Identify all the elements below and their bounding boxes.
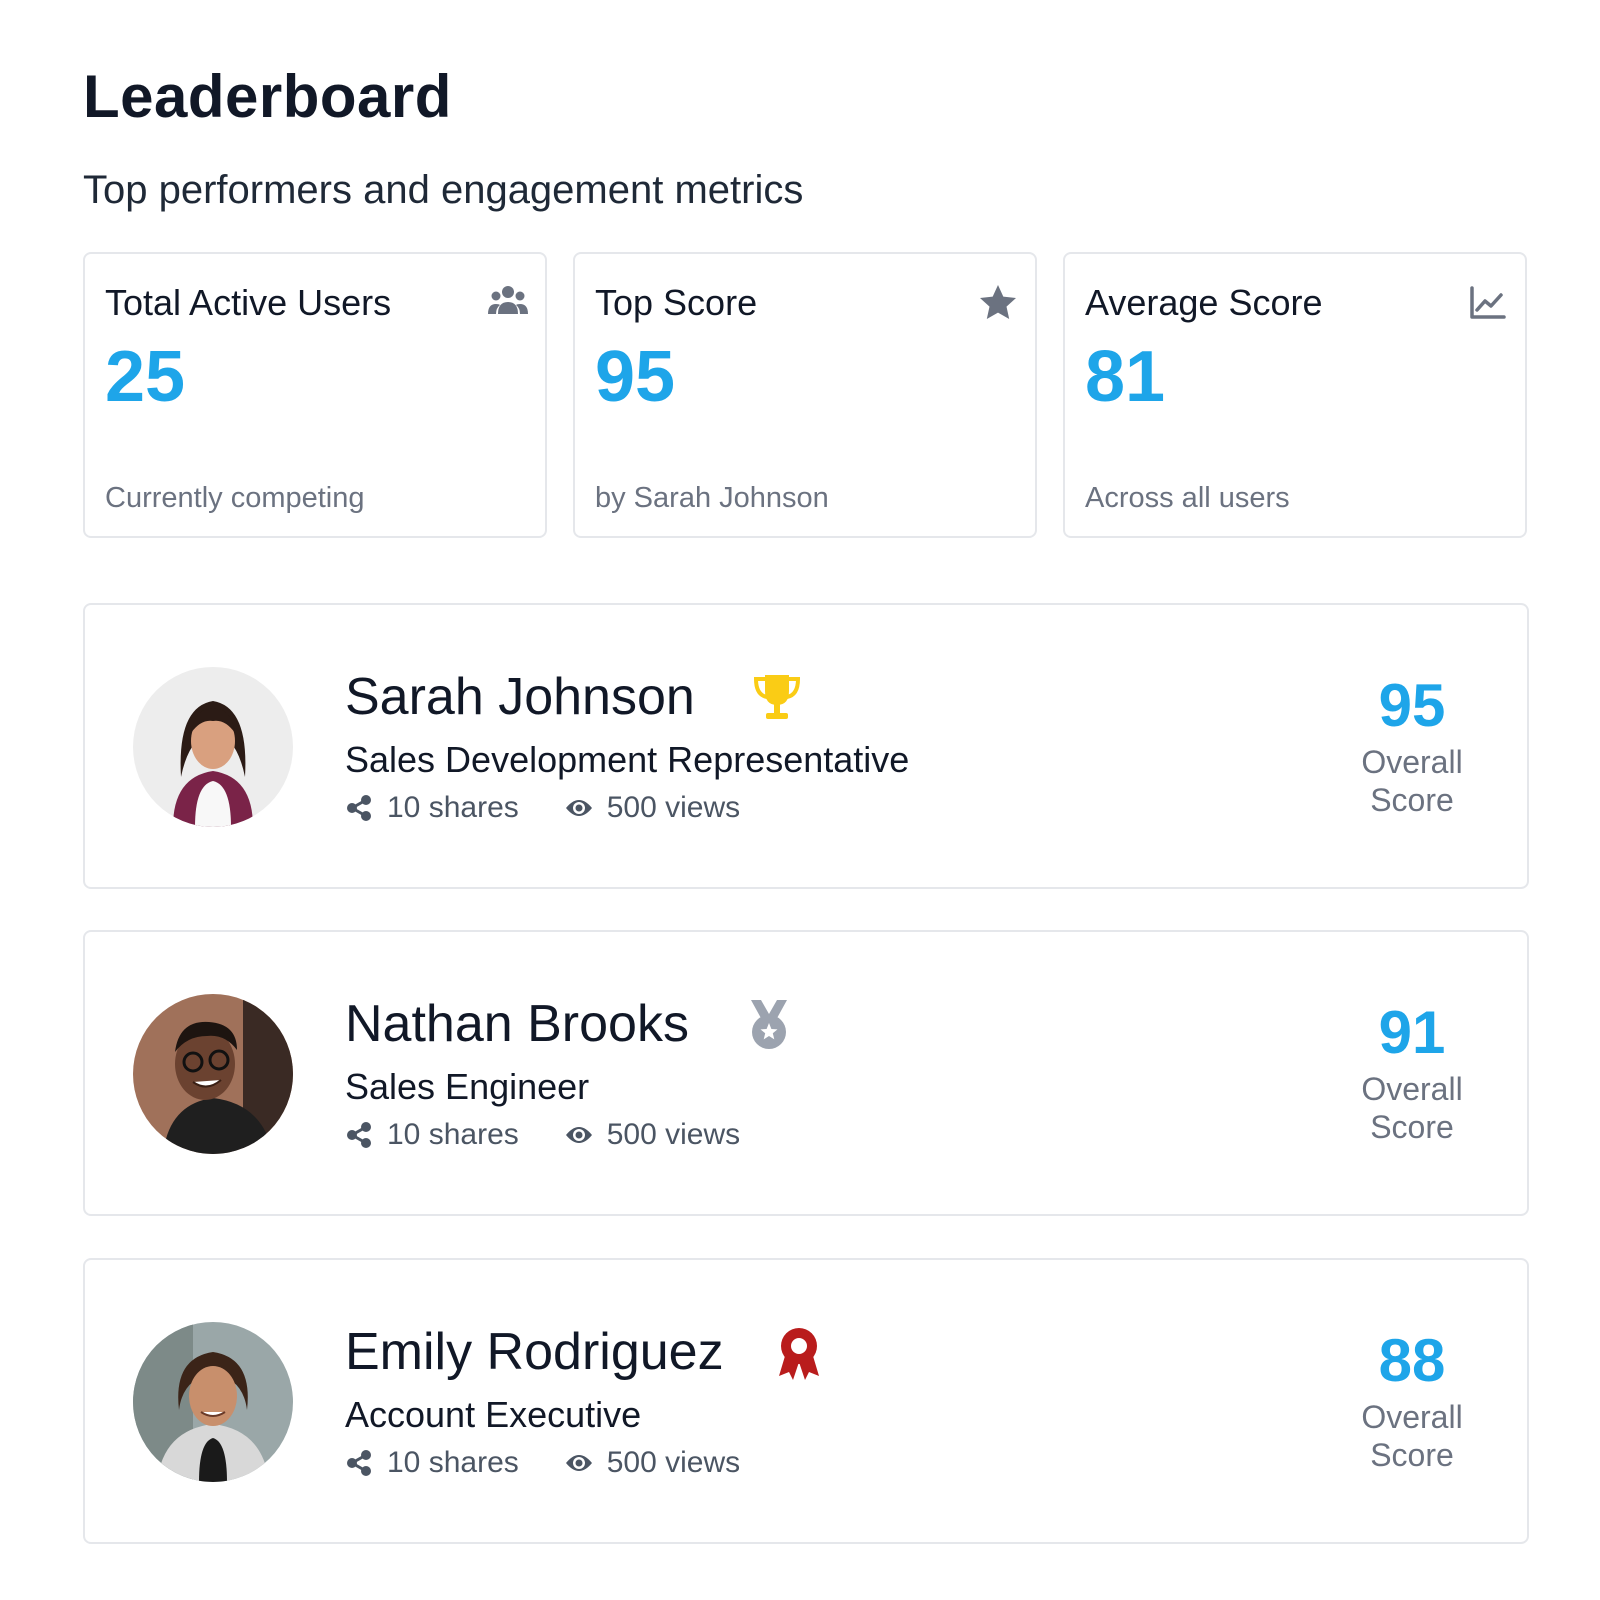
avatar — [133, 994, 293, 1154]
shares-metric: 10 shares — [345, 1446, 519, 1480]
score-label-line2: Score — [1370, 782, 1454, 818]
stat-label: Average Score — [1085, 282, 1323, 323]
page-title: Leaderboard — [83, 63, 452, 130]
stat-footnote: Currently competing — [105, 482, 365, 514]
stat-value: 95 — [595, 337, 676, 417]
avatar — [133, 667, 293, 827]
views-metric: 500 views — [565, 1118, 740, 1152]
stat-card-active-users: Total Active Users 25 Currently competin… — [83, 252, 547, 538]
users-icon — [488, 286, 528, 314]
overall-score: 91 Overall Score — [1337, 996, 1487, 1146]
shares-metric: 10 shares — [345, 1118, 519, 1152]
eye-icon — [565, 1127, 592, 1143]
stat-label: Total Active Users — [105, 282, 392, 323]
user-name: Nathan Brooks — [345, 995, 689, 1053]
score-label-line2: Score — [1370, 1109, 1454, 1145]
user-role: Account Executive — [345, 1394, 642, 1435]
line-chart-icon — [1470, 286, 1506, 319]
user-role: Sales Engineer — [345, 1066, 590, 1107]
eye-icon — [565, 800, 592, 816]
engagement-metrics: 10 shares 500 views — [345, 791, 786, 825]
avatar — [133, 1322, 293, 1482]
overall-score: 95 Overall Score — [1337, 669, 1487, 819]
stat-label: Top Score — [595, 282, 758, 323]
stat-value: 25 — [105, 337, 186, 417]
views-count: 500 views — [606, 1118, 741, 1151]
leaderboard-row[interactable]: Emily Rodriguez Account Executive 10 sha… — [83, 1258, 1529, 1544]
share-icon — [347, 1450, 371, 1476]
share-icon — [347, 795, 371, 821]
score-value: 91 — [1378, 999, 1446, 1066]
user-role: Sales Development Representative — [345, 739, 910, 780]
award-ribbon-icon — [779, 1328, 819, 1380]
engagement-metrics: 10 shares 500 views — [345, 1118, 786, 1152]
stat-card-top-score: Top Score 95 by Sarah Johnson — [573, 252, 1037, 538]
user-name: Sarah Johnson — [345, 668, 695, 726]
star-icon — [980, 285, 1016, 319]
stat-footnote: Across all users — [1085, 482, 1290, 514]
shares-count: 10 shares — [387, 791, 519, 824]
trophy-icon — [753, 675, 801, 719]
leaderboard-row[interactable]: Nathan Brooks Sales Engineer 10 shares 5… — [83, 930, 1529, 1216]
share-icon — [347, 1122, 371, 1148]
leaderboard-row[interactable]: Sarah Johnson Sales Development Represen… — [83, 603, 1529, 889]
score-label-line1: Overall — [1361, 1399, 1463, 1435]
silver-medal-icon — [751, 1000, 787, 1049]
shares-count: 10 shares — [387, 1446, 519, 1479]
shares-count: 10 shares — [387, 1118, 519, 1151]
views-metric: 500 views — [565, 791, 740, 825]
score-value: 88 — [1378, 1327, 1446, 1394]
page-subtitle: Top performers and engagement metrics — [83, 168, 804, 212]
views-metric: 500 views — [565, 1446, 740, 1480]
score-label-line1: Overall — [1361, 1071, 1463, 1107]
engagement-metrics: 10 shares 500 views — [345, 1446, 786, 1480]
score-label-line2: Score — [1370, 1437, 1454, 1473]
overall-score: 88 Overall Score — [1337, 1324, 1487, 1474]
stat-card-average-score: Average Score 81 Across all users — [1063, 252, 1527, 538]
views-count: 500 views — [606, 1446, 741, 1479]
user-name: Emily Rodriguez — [345, 1323, 724, 1381]
stat-value: 81 — [1085, 337, 1166, 417]
shares-metric: 10 shares — [345, 791, 519, 825]
score-label-line1: Overall — [1361, 744, 1463, 780]
stat-footnote: by Sarah Johnson — [595, 482, 829, 514]
eye-icon — [565, 1455, 592, 1471]
views-count: 500 views — [606, 791, 741, 824]
score-value: 95 — [1378, 672, 1446, 739]
